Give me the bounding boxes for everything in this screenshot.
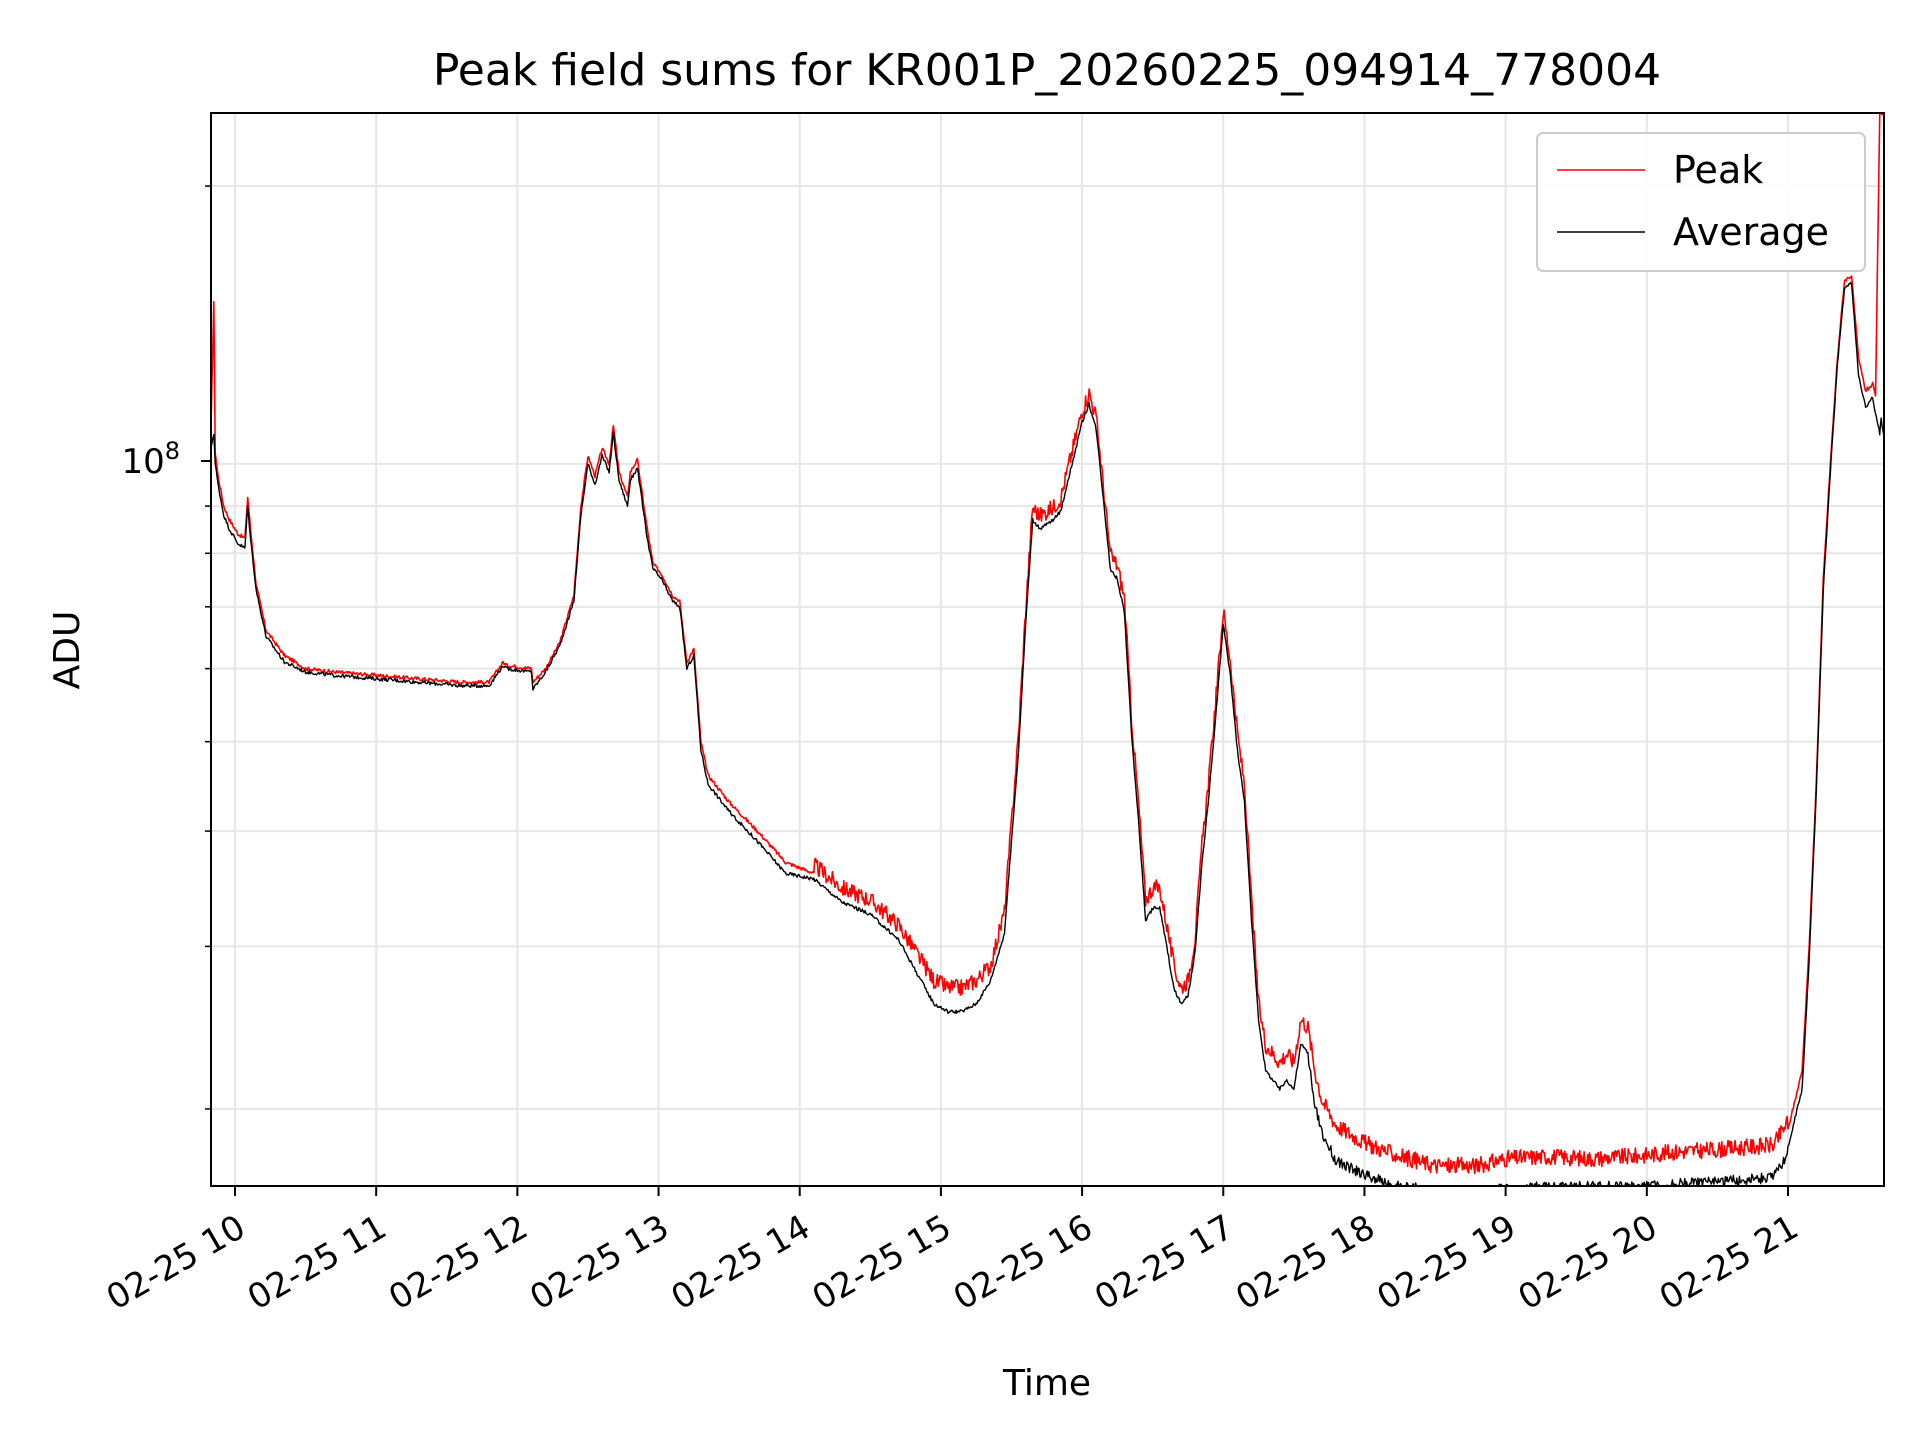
- y-axis-title: ADU: [47, 611, 88, 690]
- legend-box: [1536, 132, 1866, 272]
- plot-frame: [210, 112, 1885, 1187]
- legend-label-peak: Peak: [1673, 148, 1763, 192]
- x-axis-title: Time: [1002, 1363, 1091, 1404]
- grid: [211, 113, 1884, 1186]
- legend: Peak Average: [1536, 132, 1866, 272]
- y-tick-label: 108: [121, 437, 180, 482]
- y-axis: 108: [121, 185, 211, 1110]
- legend-label-average: Average: [1673, 210, 1829, 254]
- chart-title: Peak field sums for KR001P_20260225_0949…: [433, 45, 1661, 96]
- series-line-peak: [210, 112, 1884, 1175]
